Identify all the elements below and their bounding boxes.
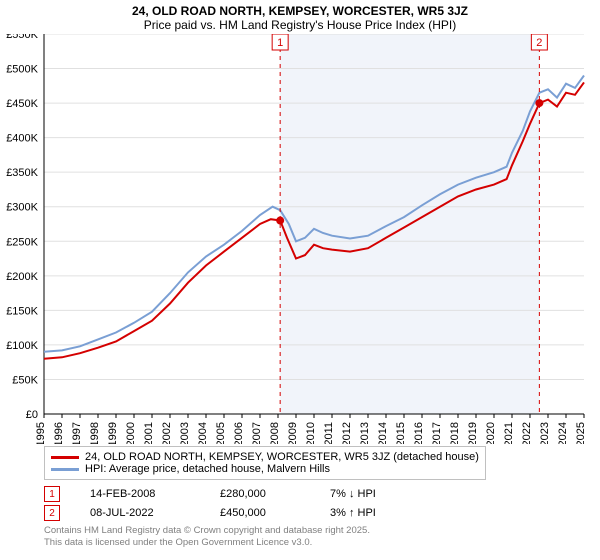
svg-text:2020: 2020: [485, 422, 497, 444]
svg-text:1: 1: [277, 37, 283, 49]
svg-text:1995: 1995: [35, 422, 47, 444]
svg-text:2021: 2021: [503, 422, 515, 444]
svg-text:1999: 1999: [107, 422, 119, 444]
sale-row: 1 14-FEB-2008 £280,000 7% ↓ HPI: [44, 486, 556, 502]
svg-text:2002: 2002: [161, 422, 173, 444]
svg-text:2000: 2000: [125, 422, 137, 444]
svg-text:1996: 1996: [53, 422, 65, 444]
svg-text:£250K: £250K: [6, 236, 38, 248]
svg-text:2006: 2006: [233, 422, 245, 444]
svg-text:2: 2: [536, 37, 542, 49]
sale-price: £280,000: [220, 488, 300, 500]
svg-text:2025: 2025: [575, 422, 587, 444]
svg-text:2004: 2004: [197, 422, 209, 444]
legend-label: 24, OLD ROAD NORTH, KEMPSEY, WORCESTER, …: [85, 451, 479, 463]
svg-text:£550K: £550K: [6, 34, 38, 41]
footer-line2: This data is licensed under the Open Gov…: [44, 537, 556, 549]
svg-text:2015: 2015: [395, 422, 407, 444]
footer-line1: Contains HM Land Registry data © Crown c…: [44, 525, 556, 537]
svg-text:2003: 2003: [179, 422, 191, 444]
sale-price: £450,000: [220, 507, 300, 519]
chart-svg: £0 £50K £100K £150K £200K £250K £300K £350K £400…: [0, 34, 600, 444]
svg-text:2011: 2011: [323, 422, 335, 444]
legend-box: 24, OLD ROAD NORTH, KEMPSEY, WORCESTER, …: [44, 446, 486, 480]
svg-text:£200K: £200K: [6, 271, 38, 283]
svg-text:2023: 2023: [539, 422, 551, 444]
chart-title-block: 24, OLD ROAD NORTH, KEMPSEY, WORCESTER, …: [0, 0, 600, 34]
svg-text:2018: 2018: [449, 422, 461, 444]
legend-swatch: [51, 468, 79, 471]
sale-delta: 3% ↑ HPI: [330, 507, 410, 519]
legend-label: HPI: Average price, detached house, Malv…: [85, 463, 330, 475]
svg-text:2016: 2016: [413, 422, 425, 444]
title-line2: Price paid vs. HM Land Registry's House …: [0, 18, 600, 32]
sale-marker-number: 2: [44, 505, 60, 521]
sales-list: 1 14-FEB-2008 £280,000 7% ↓ HPI 2 08-JUL-2022…: [44, 486, 556, 521]
svg-text:2022: 2022: [521, 422, 533, 444]
svg-text:£500K: £500K: [6, 64, 38, 76]
svg-text:2010: 2010: [305, 422, 317, 444]
svg-text:£400K: £400K: [6, 133, 38, 145]
svg-text:£150K: £150K: [6, 305, 38, 317]
sale-row: 2 08-JUL-2022 £450,000 3% ↑ HPI: [44, 505, 556, 521]
svg-text:2001: 2001: [143, 422, 155, 444]
svg-text:£50K: £50K: [12, 374, 38, 386]
sale-date: 14-FEB-2008: [90, 488, 190, 500]
svg-text:2017: 2017: [431, 422, 443, 444]
legend-row: 24, OLD ROAD NORTH, KEMPSEY, WORCESTER, …: [51, 451, 479, 463]
svg-text:£100K: £100K: [6, 340, 38, 352]
sale-delta: 7% ↓ HPI: [330, 488, 410, 500]
svg-text:1998: 1998: [89, 422, 101, 444]
sale-marker-number: 1: [44, 486, 60, 502]
svg-text:2009: 2009: [287, 422, 299, 444]
footer: Contains HM Land Registry data © Crown c…: [44, 525, 556, 550]
svg-text:2007: 2007: [251, 422, 263, 444]
chart-meta: 24, OLD ROAD NORTH, KEMPSEY, WORCESTER, …: [0, 444, 600, 550]
legend-row: HPI: Average price, detached house, Malv…: [51, 463, 479, 475]
svg-text:2013: 2013: [359, 422, 371, 444]
svg-text:2024: 2024: [557, 422, 569, 444]
svg-text:£350K: £350K: [6, 167, 38, 179]
svg-text:2005: 2005: [215, 422, 227, 444]
chart: £0 £50K £100K £150K £200K £250K £300K £350K £400…: [0, 34, 600, 444]
title-line1: 24, OLD ROAD NORTH, KEMPSEY, WORCESTER, …: [0, 4, 600, 18]
svg-text:1997: 1997: [71, 422, 83, 444]
svg-text:2008: 2008: [269, 422, 281, 444]
svg-text:2019: 2019: [467, 422, 479, 444]
svg-text:£0: £0: [26, 409, 38, 421]
sale-date: 08-JUL-2022: [90, 507, 190, 519]
svg-text:2014: 2014: [377, 422, 389, 444]
svg-text:2012: 2012: [341, 422, 353, 444]
legend-swatch: [51, 456, 79, 459]
svg-text:£300K: £300K: [6, 202, 38, 214]
svg-text:£450K: £450K: [6, 98, 38, 110]
